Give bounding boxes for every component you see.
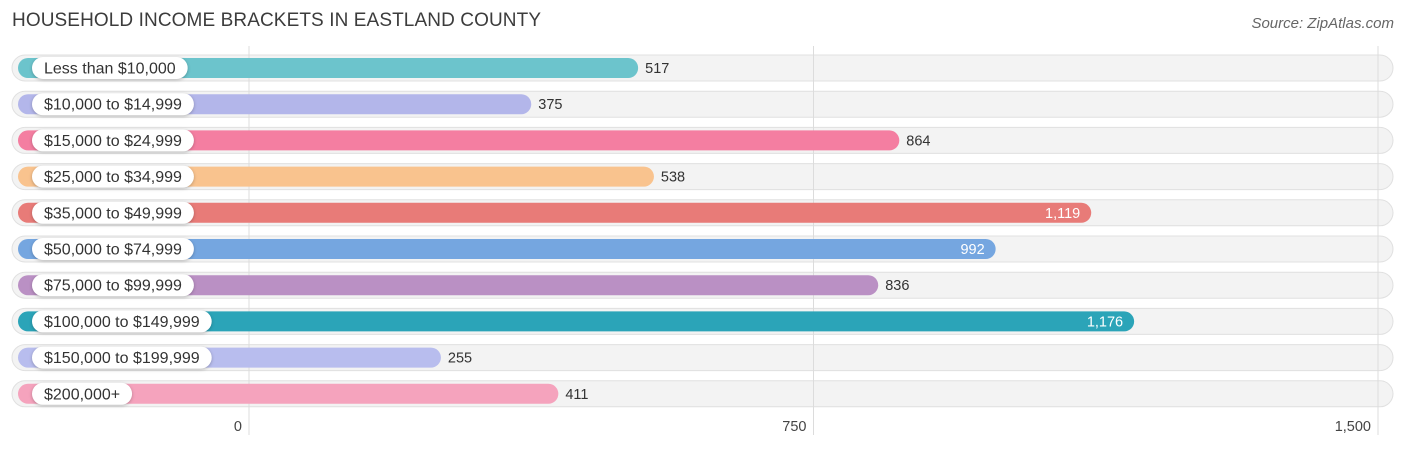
value-label: 517 xyxy=(645,61,669,77)
value-label: 375 xyxy=(538,97,562,113)
x-tick-label: 1,500 xyxy=(1335,419,1371,435)
bar xyxy=(18,383,559,404)
bar xyxy=(18,202,1092,223)
chart-source: Source: ZipAtlas.com xyxy=(1251,15,1394,32)
category-label-pill xyxy=(32,129,194,152)
category-label-pill xyxy=(32,57,188,79)
chart-title: HOUSEHOLD INCOME BRACKETS IN EASTLAND CO… xyxy=(12,10,542,31)
category-label: $200,000+ xyxy=(44,386,120,403)
bar xyxy=(18,239,996,259)
category-label: $25,000 to $34,999 xyxy=(44,169,182,186)
category-label: $50,000 to $74,999 xyxy=(44,242,182,259)
x-tick-label: 0 xyxy=(234,419,242,435)
bar xyxy=(18,311,1135,332)
x-axis-ticks: 0 750 1,500 xyxy=(234,419,1371,435)
category-label-pill xyxy=(32,93,194,116)
category-label-pill xyxy=(32,238,194,260)
category-label: $35,000 to $49,999 xyxy=(44,205,182,222)
category-label: $75,000 to $99,999 xyxy=(44,278,182,295)
bar xyxy=(18,130,900,151)
category-label-pill xyxy=(32,382,133,405)
category-label-pill xyxy=(32,165,194,188)
category-label-pill xyxy=(32,274,194,297)
value-label: 1,176 xyxy=(1087,314,1123,330)
category-label: $15,000 to $24,999 xyxy=(44,133,182,150)
value-label: 836 xyxy=(885,278,909,294)
rows-layer: Less than $10,000 517 $10,000 to $14,999 37… xyxy=(18,57,1135,405)
bar xyxy=(18,275,879,296)
category-label: $150,000 to $199,999 xyxy=(44,350,200,367)
category-label: $10,000 to $14,999 xyxy=(44,97,182,114)
value-label: 864 xyxy=(906,133,930,149)
x-tick-label: 750 xyxy=(782,419,806,435)
category-label-pill xyxy=(32,201,194,224)
value-label: 411 xyxy=(565,387,588,403)
value-label: 1,119 xyxy=(1045,206,1080,222)
value-label: 538 xyxy=(661,170,685,186)
category-label-pill xyxy=(32,310,212,333)
category-label-pill xyxy=(32,346,212,369)
category-label: $100,000 to $149,999 xyxy=(44,314,200,331)
value-label: 255 xyxy=(448,351,472,367)
value-label: 992 xyxy=(960,242,984,258)
category-label: Less than $10,000 xyxy=(44,61,176,78)
